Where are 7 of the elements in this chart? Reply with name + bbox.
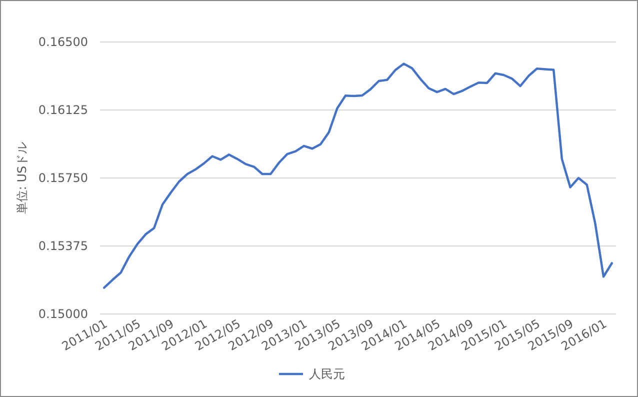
y-tick-label: 0.16125 <box>38 103 88 117</box>
legend-label: 人民元 <box>309 367 345 381</box>
y-tick-label: 0.15000 <box>38 307 88 321</box>
y-axis-title: 単位: USドル <box>15 142 29 214</box>
y-tick-label: 0.15750 <box>38 171 88 185</box>
y-tick-label: 0.15375 <box>38 239 88 253</box>
y-tick-label: 0.16500 <box>38 35 88 49</box>
